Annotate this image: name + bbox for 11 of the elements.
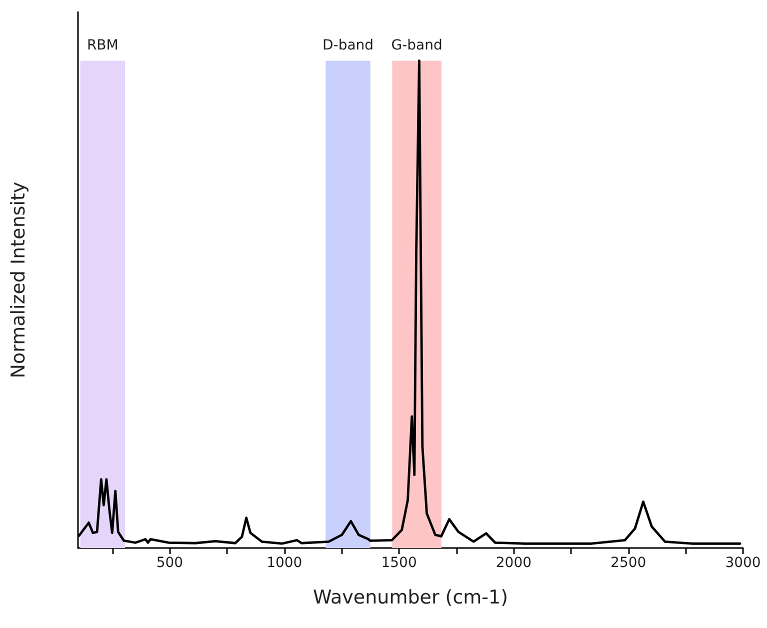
y-axis-title: Normalized Intensity (8, 182, 30, 378)
x-tick-label: 1000 (266, 555, 302, 571)
band-label: RBM (86, 38, 118, 54)
x-tick-label: 2000 (496, 555, 532, 571)
x-tick-label: 2500 (610, 555, 646, 571)
x-tick-label: 1500 (381, 555, 417, 571)
band-label: G-band (391, 38, 442, 54)
x-tick-label: 3000 (725, 555, 761, 571)
x-tick-label: 500 (156, 555, 184, 571)
x-axis-title: Wavenumber (cm-1) (312, 586, 508, 608)
band-label: D-band (322, 38, 374, 54)
